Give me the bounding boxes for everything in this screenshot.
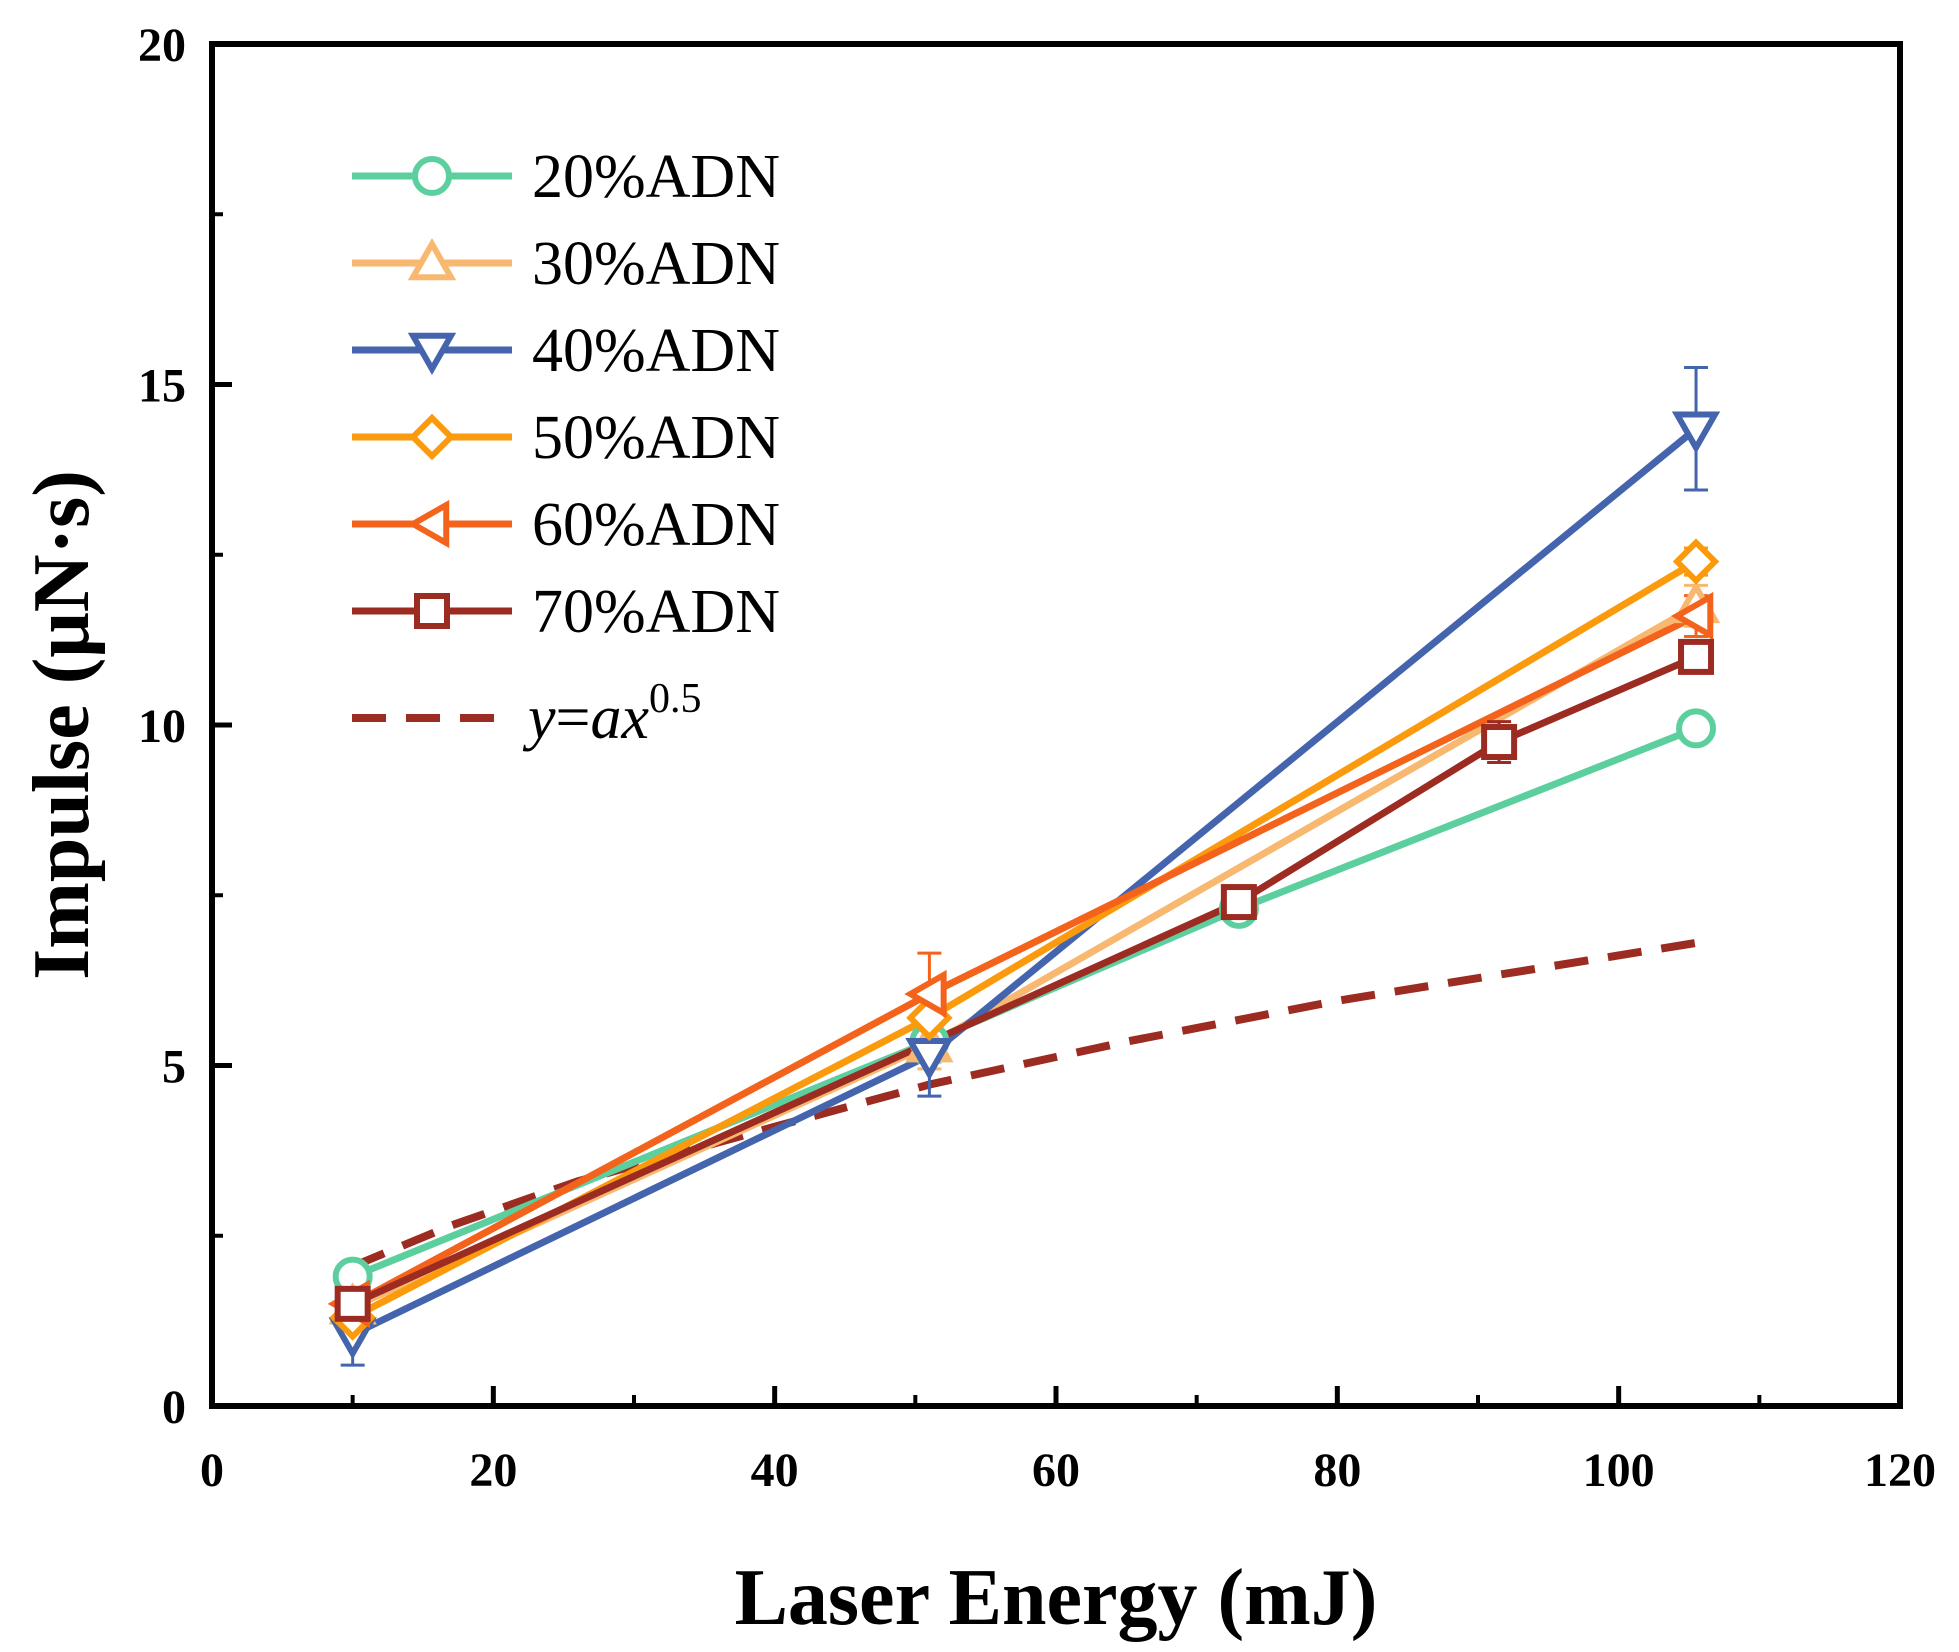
y-axis-title: Impulse (μN·s) — [18, 470, 106, 980]
legend-entry-30pctadn: 30%ADN — [352, 230, 780, 298]
legend-entry-50pctadn: 50%ADN — [352, 404, 780, 472]
fit-label-ax: ax — [591, 684, 650, 752]
fit-label-y: y — [522, 684, 556, 752]
legend-label: 60%ADN — [532, 491, 780, 559]
fit-label-equals: = — [556, 684, 591, 752]
legend-marker — [414, 593, 450, 629]
legend-marker — [407, 237, 457, 281]
data-point-20pctadn — [1676, 708, 1717, 749]
legend-label: 50%ADN — [532, 404, 780, 472]
y-tick-label: 15 — [138, 360, 186, 413]
fit-label-exponent: 0.5 — [649, 676, 702, 722]
data-point-70pctadn — [334, 1285, 371, 1322]
legend-marker — [408, 413, 456, 461]
legend-entry-fit: y=ax0.5 — [352, 676, 702, 752]
legend-entry-60pctadn: 60%ADN — [352, 491, 780, 559]
series-line-50pctadn — [351, 558, 1698, 1321]
legend-entry-40pctadn: 40%ADN — [352, 317, 780, 385]
y-tick-label: 10 — [138, 700, 186, 753]
legend-label: 30%ADN — [532, 230, 780, 298]
data-point-60pctadn — [1670, 591, 1714, 641]
data-point-40pctadn — [1671, 411, 1721, 454]
x-tick-label: 80 — [1313, 1444, 1361, 1497]
x-tick-label: 100 — [1583, 1444, 1655, 1497]
y-tick-label: 20 — [138, 19, 186, 72]
legend-label: 40%ADN — [532, 317, 780, 385]
x-tick-label: 20 — [469, 1444, 517, 1497]
x-tick-label: 40 — [751, 1444, 799, 1497]
y-tick-label: 0 — [162, 1381, 186, 1434]
series-line-70pctadn — [351, 653, 1698, 1308]
legend-marker — [412, 156, 452, 196]
plot-frame — [209, 41, 1903, 1409]
x-axis-title: Laser Energy (mJ) — [735, 1554, 1378, 1642]
data-point-60pctadn — [904, 969, 947, 1019]
legend-entry-70pctadn: 70%ADN — [352, 578, 780, 646]
tick-labels: 0 20 40 60 80 100 120 0 5 10 15 20 — [138, 19, 1936, 1497]
x-tick-label: 120 — [1864, 1444, 1936, 1497]
data-point-70pctadn — [1220, 884, 1257, 921]
legend-label: 70%ADN — [532, 578, 780, 646]
legend-marker — [406, 499, 450, 549]
y-tick-label: 5 — [162, 1041, 186, 1094]
legend: 20%ADN 30%ADN 40%ADN 50%ADN 60%ADN 70%ADN y=ax… — [352, 143, 780, 752]
data-point-70pctadn — [1678, 638, 1715, 675]
axis-ticks — [209, 41, 1903, 1409]
x-tick-label: 60 — [1032, 1444, 1080, 1497]
series-layer — [351, 426, 1699, 1338]
legend-marker — [407, 332, 457, 376]
legend-entry-20pctadn: 20%ADN — [352, 143, 780, 211]
markers-layer — [327, 411, 1721, 1360]
data-point-70pctadn — [1481, 724, 1518, 761]
x-tick-label: 0 — [200, 1444, 224, 1497]
legend-label: 20%ADN — [532, 143, 780, 211]
data-point-50pctadn — [1672, 538, 1720, 585]
legend-label-fit: y=ax0.5 — [522, 676, 702, 752]
